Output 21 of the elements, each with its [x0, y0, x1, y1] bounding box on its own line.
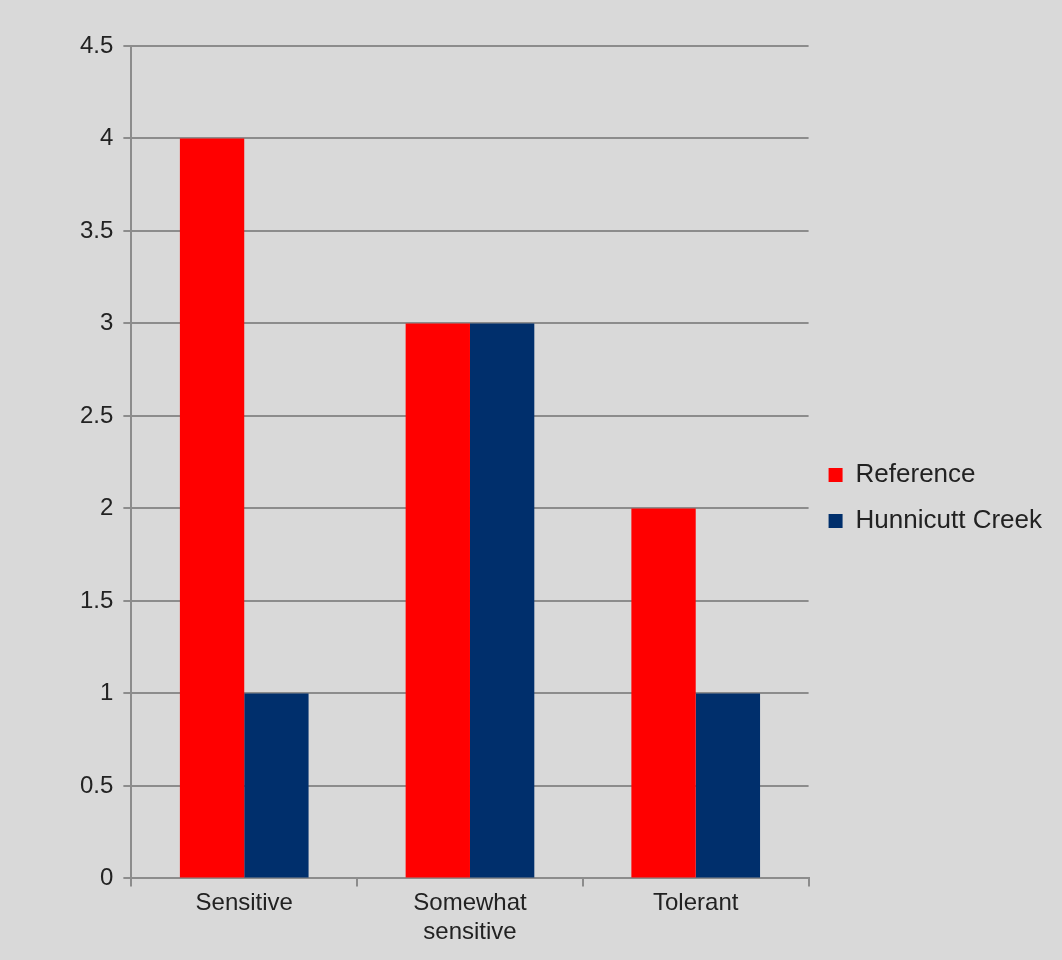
bar	[469, 323, 535, 878]
bar	[405, 323, 470, 878]
y-tick-label: 1.5	[79, 585, 114, 613]
y-tick-label: 1	[100, 678, 114, 706]
y-tick-label: 2.5	[79, 400, 114, 428]
x-tick-label: Tolerant	[653, 888, 739, 916]
legend-label: Hunnicutt Creek	[855, 504, 1043, 535]
bar	[695, 693, 761, 878]
bar	[631, 508, 696, 878]
legend-label: Reference	[855, 458, 976, 489]
y-tick-label: 3	[100, 308, 114, 336]
y-tick-label: 4.5	[79, 30, 114, 58]
x-tick-label: Sensitive	[195, 888, 293, 916]
y-tick-label: 4	[100, 123, 114, 151]
y-tick-label: 2	[100, 493, 114, 521]
y-tick-label: 0.5	[79, 770, 114, 798]
y-tick-label: 3.5	[79, 215, 114, 243]
bar	[244, 693, 309, 878]
y-tick-label: 0	[100, 863, 114, 891]
bar	[179, 138, 245, 878]
x-tick-label: Somewhat sensitive	[413, 888, 527, 945]
